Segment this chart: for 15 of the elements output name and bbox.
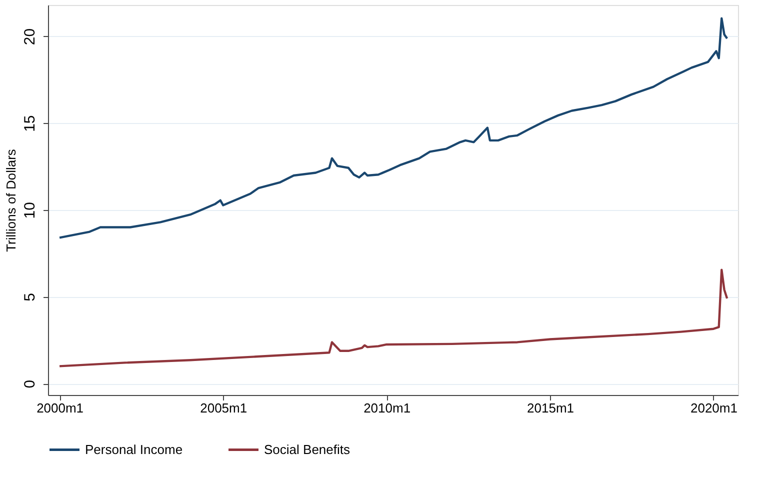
x-tick-label: 2005m1 (200, 400, 248, 416)
legend-label: Personal Income (85, 442, 183, 457)
y-axis-title: Trillions of Dollars (4, 148, 18, 252)
y-tick-label: 5 (22, 293, 38, 302)
x-tick-label: 2015m1 (527, 400, 574, 416)
x-tick-label: 2020m1 (690, 400, 738, 416)
x-tick-label: 2010m1 (364, 400, 411, 416)
y-tick-label: 0 (22, 380, 38, 388)
line-series (58, 268, 728, 368)
x-tick-label: 2000m1 (36, 400, 84, 416)
line-series (58, 17, 728, 239)
legend-label: Social Benefits (264, 442, 350, 457)
y-tick-label: 20 (22, 28, 38, 46)
y-tick-label: 10 (22, 202, 38, 219)
y-tick-label: 15 (22, 115, 38, 132)
